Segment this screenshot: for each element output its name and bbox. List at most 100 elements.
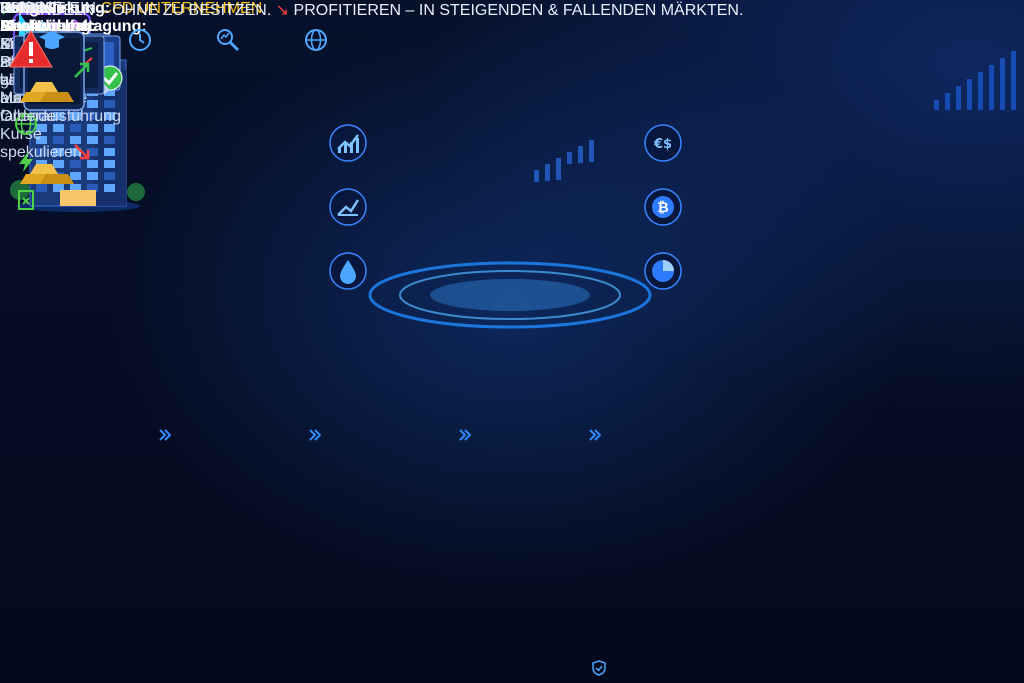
icon-part: [967, 79, 972, 110]
audience-icon: [305, 29, 327, 51]
icon-part: [1000, 58, 1005, 110]
audience-icon: [129, 29, 151, 51]
icon-part: [104, 184, 115, 192]
icon-part: [956, 86, 961, 110]
icon-part: [87, 184, 98, 192]
audience-icon: [39, 31, 65, 49]
icon-part: [644, 124, 682, 162]
icon-part: [70, 172, 81, 180]
icon-part: [309, 429, 321, 441]
icon-part: [368, 261, 652, 329]
asset-icon: [329, 252, 367, 290]
icon-part: ₿: [657, 200, 668, 216]
asset-icon: €$: [644, 124, 682, 162]
step-chevron: [459, 429, 471, 441]
advantage-icon: [19, 152, 33, 172]
arrow-down: [74, 144, 90, 160]
icon-part: [19, 152, 33, 172]
icon-part: [945, 93, 950, 110]
icon-part: [337, 199, 360, 216]
asset-icon: [644, 252, 682, 290]
icon-part: [159, 429, 171, 441]
icon-part: [228, 40, 240, 52]
warning-icon: [9, 30, 53, 68]
icon-part: [102, 72, 119, 86]
left:22px;top:74px;width:96px;height:26px;border-radius:3px;background:linear-gradient(#ee4040,#b52020);color:#fff;font-size:14px;font-weight:bold;line-height:26px;padding-left:10px;: SHORT ↓: [0, 0, 56, 18]
icon-part: [556, 158, 561, 180]
step-chevron: [159, 429, 171, 441]
icon-part: [87, 148, 98, 156]
icon-part: [53, 160, 64, 168]
icon-part: [350, 142, 353, 153]
icon-part: [29, 42, 33, 56]
shield-icon: [592, 660, 606, 676]
icon-part: [60, 190, 96, 206]
icon-part: [589, 429, 601, 441]
icon-part: €$: [653, 137, 672, 152]
gold-bars: [20, 82, 74, 102]
icon-part: [340, 260, 356, 284]
gold-bars: [20, 164, 74, 184]
icon-part: [30, 82, 58, 92]
short-arrow: ↓: [37, 0, 46, 17]
icon-part: [104, 172, 115, 180]
icon-part: [127, 183, 145, 201]
icon-part: [104, 160, 115, 168]
icon-part: [30, 164, 58, 174]
icon-part: [87, 172, 98, 180]
icon-part: [129, 29, 151, 51]
icon-part: [545, 164, 550, 181]
icon-part: [53, 184, 64, 192]
icon-part: [567, 152, 572, 164]
icon-part: [74, 62, 90, 78]
icon-part: [87, 160, 98, 168]
icon-part: [592, 660, 606, 676]
icon-part: [934, 100, 939, 110]
icon-part: [87, 136, 98, 144]
icon-part: [40, 92, 74, 102]
icon-part: [578, 146, 583, 163]
asset-icon: ₿: [644, 188, 682, 226]
icon-part: [989, 65, 994, 110]
cfd-glow-platform: [368, 261, 652, 329]
asset-icon: [329, 124, 367, 162]
icon-part: [104, 124, 115, 132]
tagline-part: PROFITIEREN – IN STEIGENDEN & FALLENDEN …: [293, 2, 744, 19]
icon-part: [40, 174, 74, 184]
icon-part: [430, 279, 590, 311]
icon-part: [1011, 51, 1016, 110]
icon-part: [338, 214, 358, 216]
icon-part: [534, 170, 539, 182]
icon-part: [18, 190, 34, 210]
icon-part: [220, 32, 230, 40]
step-chevron: [589, 429, 601, 441]
icon-part: [338, 147, 341, 153]
icon-part: [595, 665, 603, 672]
icon-part: [36, 184, 47, 192]
icon-part: [337, 134, 360, 150]
icon-part: [217, 29, 233, 45]
step-chevron: [309, 429, 321, 441]
candles-decoration: [534, 140, 594, 182]
short-label: SHORT: [0, 0, 56, 17]
arrow-up: [74, 62, 90, 78]
icon-part: [87, 124, 98, 132]
audience-icon: [217, 29, 240, 52]
icon-part: [70, 160, 81, 168]
icon-part: [104, 148, 115, 156]
icon-part: [356, 138, 359, 153]
icon-part: [459, 429, 471, 441]
icon-part: [344, 144, 347, 153]
market-bars-decoration: [934, 51, 1016, 110]
icon-part: [589, 140, 594, 162]
icon-part: [29, 59, 33, 63]
icon-part: [663, 260, 674, 271]
icon-part: [22, 197, 30, 205]
asset-icon: [329, 188, 367, 226]
icon-part: [104, 136, 115, 144]
icon-part: [70, 184, 81, 192]
tagline-arrow-down: ↘: [271, 2, 294, 19]
icon-part: [139, 34, 145, 44]
icon-part: [74, 144, 90, 160]
